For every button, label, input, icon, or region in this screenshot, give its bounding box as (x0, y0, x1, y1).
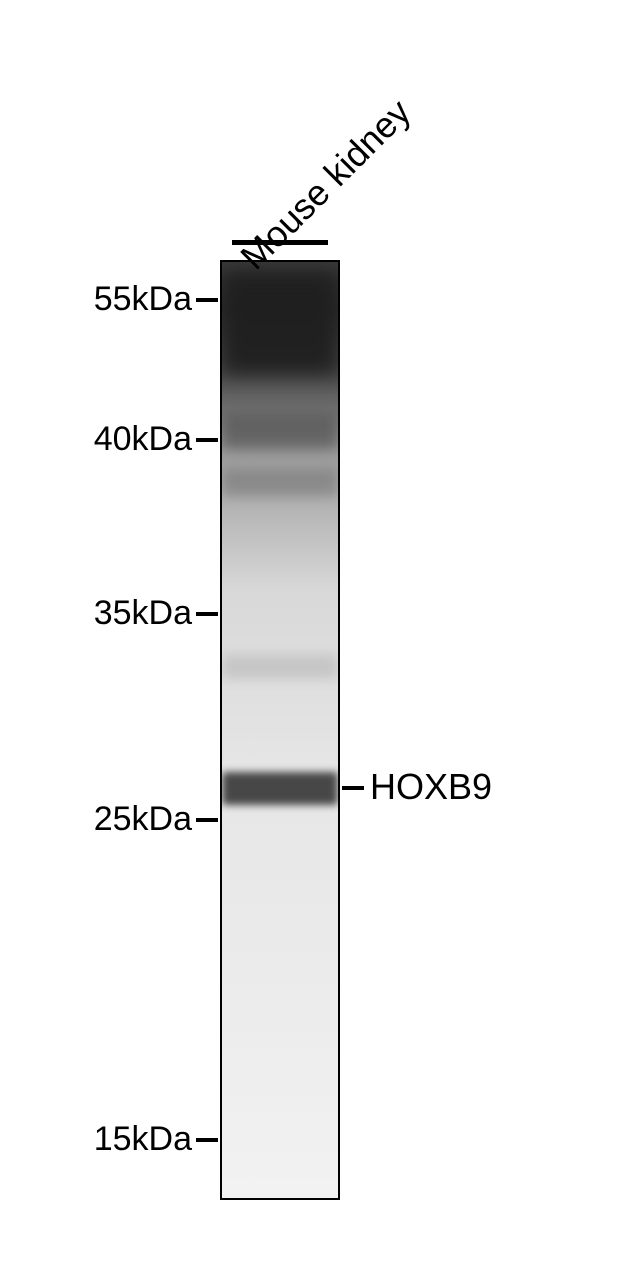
blot-band-3 (222, 655, 338, 678)
ladder-tick-1 (196, 438, 218, 442)
blot-lane (220, 260, 340, 1200)
blot-band-1 (222, 412, 338, 449)
ladder-label-2: 35kDa (94, 594, 192, 633)
blot-band-0 (222, 271, 338, 374)
blot-lane-background (222, 262, 338, 1198)
ladder-label-0: 55kDa (94, 280, 192, 319)
ladder-tick-2 (196, 612, 218, 616)
ladder-tick-3 (196, 818, 218, 822)
sample-label: Mouse kidney (232, 91, 419, 278)
blot-band-4 (222, 772, 338, 805)
ladder-tick-4 (196, 1138, 218, 1142)
target-band-label: HOXB9 (370, 766, 492, 808)
ladder-label-3: 25kDa (94, 800, 192, 839)
ladder-label-4: 15kDa (94, 1120, 192, 1159)
ladder-label-1: 40kDa (94, 420, 192, 459)
target-band-tick (342, 786, 364, 790)
ladder-tick-0 (196, 298, 218, 302)
blot-band-2 (222, 468, 338, 496)
